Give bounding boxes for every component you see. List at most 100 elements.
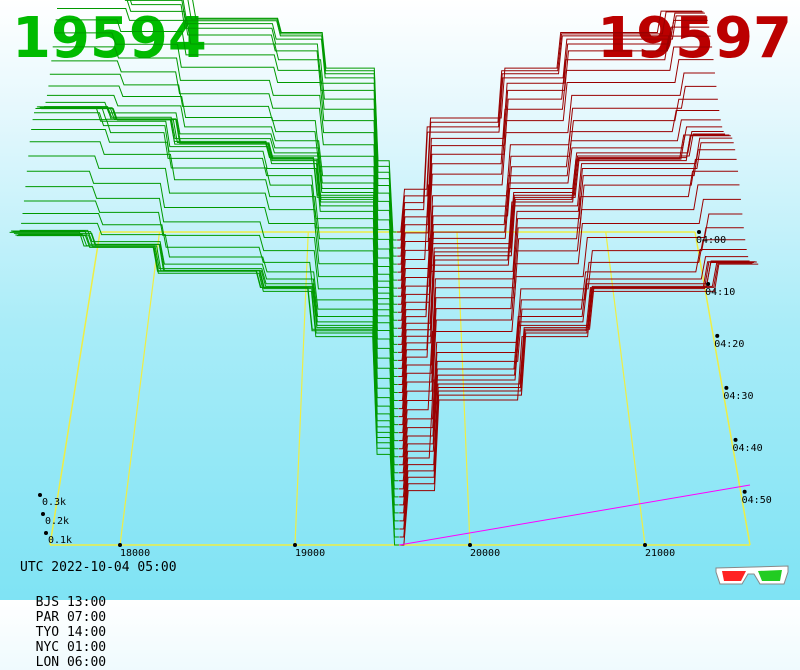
bid-slice-12 [48,85,398,329]
bid-slice-28 [25,186,399,458]
bid-slice-5 [126,0,397,273]
time-tick-dot-2 [715,333,720,338]
ask-slice-16 [398,133,726,361]
x-tick-dot-1 [293,543,297,547]
depth-axis-marker [399,484,751,546]
x-tick-label-1: 19000 [295,548,325,559]
bid-slice-27 [26,170,399,450]
ask-slice-38 [399,261,757,538]
ask-slice-14 [397,126,723,345]
x-tick-label-2: 20000 [470,548,500,559]
ask-slice-37 [399,261,756,530]
time-tick-dot-4 [733,437,738,442]
utc-time: UTC 2022-10-04 05:00 [20,560,177,575]
ask-slice-26 [398,184,740,442]
bid-slice-29 [23,200,399,466]
bid-slice-20 [36,106,398,394]
x-tick-label-0: 18000 [120,548,150,559]
city-time-nyc: NYC 01:00 [35,640,107,655]
y-tick-dot-1 [41,512,45,516]
time-tick-label-3: 04:30 [723,391,753,402]
depth-chart: 18000 19000 20000 21000 0.1k 0.2k 0.3k 04:00 04:… [9,0,772,559]
bid-slice-33 [18,233,399,498]
ask-slice-19 [398,134,730,385]
ask-slice-22 [398,142,734,410]
bid-slice-22 [34,112,398,410]
time-tick-label-0: 04:00 [696,235,726,246]
3d-glasses-icon[interactable] [712,560,792,590]
ask-slice-28 [398,213,743,458]
grid-price-line-2 [456,231,471,546]
bid-slice-21 [35,108,398,402]
bid-slice-8 [54,32,398,297]
bid-slice-38 [11,230,399,538]
x-tick-dot-2 [468,543,472,547]
bid-slice-6 [57,8,397,281]
ask-slice-6 [397,35,711,281]
bid-slice-9 [52,46,398,305]
ask-slice-3 [397,15,707,257]
bid-slice-30 [22,212,399,474]
ask-slice-30 [398,239,746,474]
bid-slice-13 [46,94,398,337]
bid-slice-0 [192,0,397,233]
city-times: BJS 13:00 PAR 07:00 TYO 14:00 NYC 01:00 … [20,580,132,670]
time-tick-dot-0 [697,230,701,234]
city-time-par: PAR 07:00 [35,610,107,625]
ask-slice-24 [398,158,737,426]
ask-slice-33 [399,260,750,498]
city-time-bjs: BJS 13:00 [35,595,107,610]
y-tick-dot-2 [38,493,42,497]
ask-slice-15 [397,131,724,353]
y-tick-label-0: 0.1k [48,535,72,546]
bid-slice-25 [29,141,399,434]
bid-price: 19594 [12,6,207,71]
grid-price-line-0 [119,231,161,546]
time-tick-label-4: 04:40 [733,443,763,454]
y-tick-label-2: 0.3k [42,497,66,508]
time-tick-label-1: 04:10 [705,287,735,298]
depth-slices [9,0,759,546]
ask-slice-29 [398,227,744,466]
ask-slice-20 [398,135,731,394]
ask-slice-9 [397,72,715,305]
time-tick-label-5: 04:50 [742,495,772,506]
x-tick-dot-0 [118,543,122,547]
ask-slice-31 [398,248,747,482]
time-tick-dot-3 [724,385,729,390]
ask-slice-7 [397,46,713,289]
bid-slice-11 [49,73,398,321]
ask-slice-34 [399,262,752,506]
bid-slice-23 [32,119,398,418]
bid-slice-26 [28,155,399,442]
ask-slice-11 [397,98,718,321]
bid-slice-37 [12,231,399,530]
bid-slice-10 [51,60,398,313]
bid-slice-39 [9,231,399,546]
bid-slice-1 [187,0,397,241]
ask-slice-5 [397,26,710,273]
bid-slice-4 [129,0,397,265]
time-tick-label-2: 04:20 [714,339,744,350]
ask-slice-17 [398,134,727,369]
bid-slice-24 [31,128,399,426]
ask-slice-8 [397,59,714,297]
ask-slice-39 [399,263,759,546]
ask-slice-23 [398,149,736,418]
grid-left-edge [49,231,101,546]
bid-slice-7 [55,19,398,289]
y-tick-label-1: 0.2k [45,516,69,527]
city-time-lon: LON 06:00 [35,655,107,670]
ask-slice-35 [399,262,753,514]
bid-slice-14 [45,101,398,345]
ask-slice-36 [399,262,754,522]
ask-slice-27 [398,198,741,450]
ask-slice-0 [397,10,702,233]
x-tick-dot-3 [643,543,647,547]
ask-slice-2 [397,12,705,249]
x-tick-label-3: 21000 [645,548,675,559]
y-tick-dot-0 [44,531,48,535]
ask-slice-10 [397,85,717,313]
ask-slice-25 [398,170,739,434]
tick-layer: 18000 19000 20000 21000 0.1k 0.2k 0.3k 04:00 04:… [38,230,772,559]
